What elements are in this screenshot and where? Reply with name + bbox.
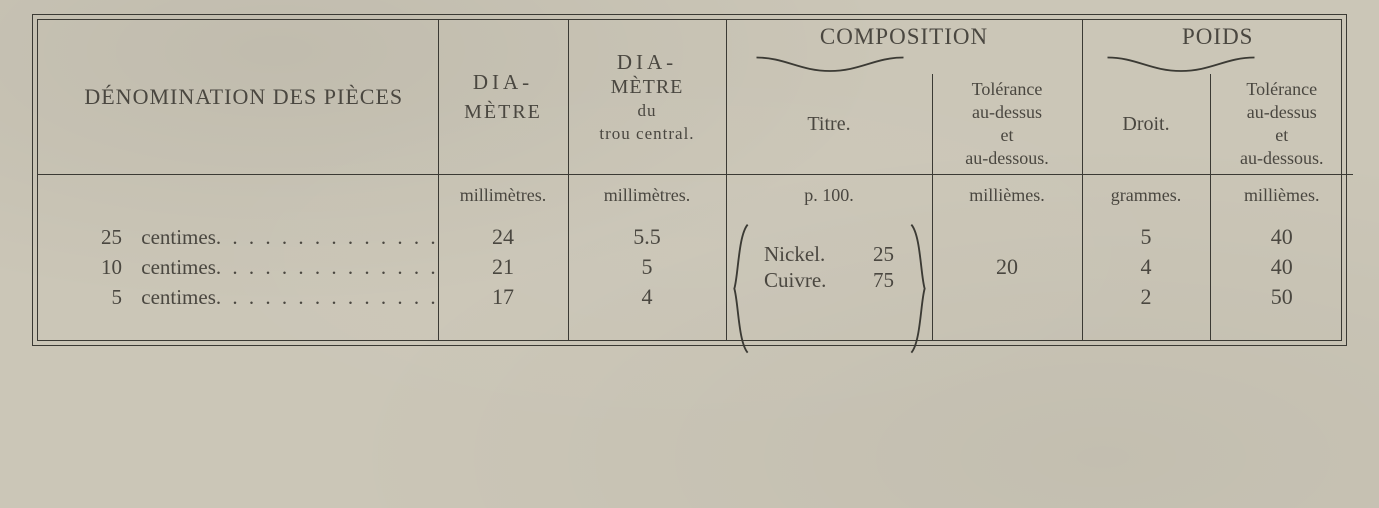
header-diametre-l2: MÈTRE bbox=[445, 96, 562, 124]
denom-label: centimes bbox=[141, 255, 216, 279]
cell-composition: Nickel.25 Cuivre.75 bbox=[726, 222, 932, 312]
comp-cuivre-val: 75 bbox=[854, 267, 894, 293]
header-droit: Droit. bbox=[1082, 74, 1210, 175]
tol-poids-l2: au-dessus bbox=[1247, 102, 1317, 122]
table-row: 10 centimes. . . . . . . . . . . . . . 2… bbox=[38, 252, 1353, 282]
tol-comp-l4: au-dessous. bbox=[965, 148, 1049, 168]
header-diametre: DIA- MÈTRE bbox=[438, 20, 568, 175]
header-trou-l1: DIA- bbox=[575, 50, 720, 75]
cell-droit: 2 bbox=[1082, 282, 1210, 312]
header-poids: POIDS bbox=[1082, 20, 1353, 54]
header-diametre-l1: DIA- bbox=[445, 70, 562, 95]
denom-num: 10 bbox=[76, 255, 122, 280]
units-tol-poids: millièmes. bbox=[1210, 175, 1353, 223]
inner-frame: DÉNOMINATION DES PIÈCES DIA- MÈTRE DIA- … bbox=[37, 19, 1342, 341]
cell-diametre: 21 bbox=[438, 252, 568, 282]
cell-tol-comp: 20 bbox=[932, 222, 1082, 312]
units-titre: p. 100. bbox=[726, 175, 932, 223]
brace-composition bbox=[735, 54, 1074, 74]
coin-spec-table: DÉNOMINATION DES PIÈCES DIA- MÈTRE DIA- … bbox=[38, 20, 1353, 340]
denom-label: centimes bbox=[141, 285, 216, 309]
units-diametre: millimètres. bbox=[438, 175, 568, 223]
header-diametre-trou: DIA- MÈTRE du trou central. bbox=[568, 20, 726, 175]
tol-poids-l4: au-dessous. bbox=[1240, 148, 1324, 168]
cell-tol-poids: 40 bbox=[1210, 252, 1353, 282]
table-row: 25 centimes. . . . . . . . . . . . . . 2… bbox=[38, 222, 1353, 252]
header-tol-poids: Tolérance au-dessus et au-dessous. bbox=[1210, 74, 1353, 175]
cell-droit: 4 bbox=[1082, 252, 1210, 282]
outer-frame: DÉNOMINATION DES PIÈCES DIA- MÈTRE DIA- … bbox=[32, 14, 1347, 346]
cell-denom: 5 centimes. . . . . . . . . . . . . . bbox=[38, 282, 438, 312]
header-titre: Titre. bbox=[726, 74, 932, 175]
dot-leader: . . . . . . . . . . . . . . bbox=[216, 285, 439, 309]
denom-label: centimes bbox=[141, 225, 216, 249]
left-brace-icon bbox=[733, 222, 749, 355]
cell-tol-poids: 50 bbox=[1210, 282, 1353, 312]
tol-comp-l1: Tolérance bbox=[972, 79, 1043, 99]
units-tol-comp: millièmes. bbox=[932, 175, 1082, 223]
units-blank bbox=[38, 175, 438, 223]
tol-comp-l3: et bbox=[1001, 125, 1014, 145]
denom-num: 25 bbox=[76, 225, 122, 250]
tol-poids-l1: Tolérance bbox=[1246, 79, 1317, 99]
curly-brace-icon bbox=[755, 56, 905, 74]
comp-nickel-val: 25 bbox=[854, 241, 894, 267]
units-droit: grammes. bbox=[1082, 175, 1210, 223]
cell-denom: 10 centimes. . . . . . . . . . . . . . bbox=[38, 252, 438, 282]
denom-num: 5 bbox=[76, 285, 122, 310]
tol-comp-l2: au-dessus bbox=[972, 102, 1042, 122]
cell-trou: 5 bbox=[568, 252, 726, 282]
right-brace-icon bbox=[910, 222, 926, 355]
header-trou-l2: MÈTRE bbox=[575, 75, 720, 99]
dot-leader: . . . . . . . . . . . . . . bbox=[216, 255, 439, 279]
header-tol-composition: Tolérance au-dessus et au-dessous. bbox=[932, 74, 1082, 175]
dot-leader: . . . . . . . . . . . . . . bbox=[216, 225, 439, 249]
table-row: 5 centimes. . . . . . . . . . . . . . 17… bbox=[38, 282, 1353, 312]
header-droit-text: Droit. bbox=[1122, 113, 1169, 135]
tol-poids-l3: et bbox=[1275, 125, 1288, 145]
comp-cuivre-label: Cuivre. bbox=[764, 267, 854, 293]
header-poids-text: POIDS bbox=[1182, 24, 1253, 49]
curly-brace-icon bbox=[1106, 56, 1256, 74]
units-trou: millimètres. bbox=[568, 175, 726, 223]
cell-diametre: 17 bbox=[438, 282, 568, 312]
brace-poids bbox=[1091, 54, 1346, 74]
table-container: DÉNOMINATION DES PIÈCES DIA- MÈTRE DIA- … bbox=[32, 14, 1347, 346]
cell-trou: 4 bbox=[568, 282, 726, 312]
header-composition-text: COMPOSITION bbox=[820, 24, 988, 49]
header-trou-l3: du bbox=[575, 99, 720, 121]
header-titre-text: Titre. bbox=[807, 113, 850, 135]
header-denomination-text: DÉNOMINATION DES PIÈCES bbox=[84, 84, 403, 109]
cell-diametre: 24 bbox=[438, 222, 568, 252]
header-composition: COMPOSITION bbox=[726, 20, 1082, 54]
cell-tol-poids: 40 bbox=[1210, 222, 1353, 252]
header-denomination: DÉNOMINATION DES PIÈCES bbox=[38, 20, 438, 175]
comp-nickel-label: Nickel. bbox=[764, 241, 854, 267]
cell-droit: 5 bbox=[1082, 222, 1210, 252]
header-trou-l4: trou central. bbox=[575, 122, 720, 144]
cell-denom: 25 centimes. . . . . . . . . . . . . . bbox=[38, 222, 438, 252]
cell-trou: 5.5 bbox=[568, 222, 726, 252]
